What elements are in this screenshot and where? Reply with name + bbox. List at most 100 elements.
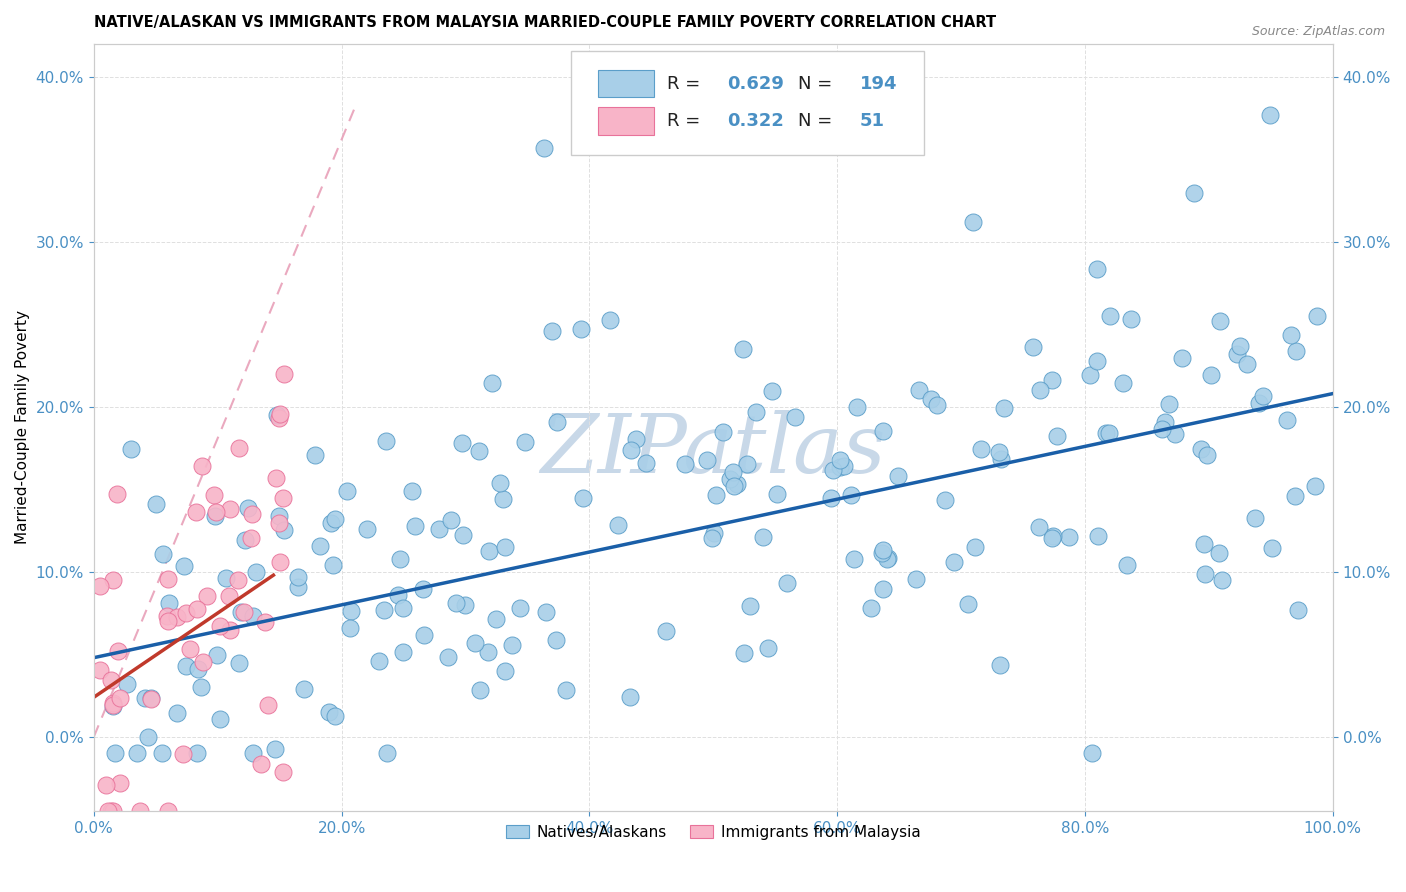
Point	[103, 698, 125, 713]
Point	[215, 571, 238, 585]
Point	[242, 609, 264, 624]
Point	[607, 517, 630, 532]
Point	[387, 588, 409, 602]
Point	[166, 706, 188, 720]
Point	[488, 475, 510, 490]
Point	[108, 691, 131, 706]
Point	[103, 696, 125, 710]
Text: 0.322: 0.322	[727, 112, 783, 130]
Point	[704, 488, 727, 502]
Point	[877, 551, 900, 566]
Point	[128, 804, 150, 818]
Point	[186, 602, 208, 616]
Point	[908, 383, 931, 397]
Point	[872, 543, 894, 558]
Point	[1194, 567, 1216, 582]
Point	[620, 443, 643, 458]
Point	[190, 680, 212, 694]
Point	[842, 552, 865, 566]
Point	[1211, 573, 1233, 587]
Point	[150, 747, 173, 761]
Point	[273, 367, 295, 381]
Point	[1059, 530, 1081, 544]
Point	[412, 582, 434, 596]
Point	[226, 573, 249, 587]
Point	[700, 531, 723, 545]
Point	[872, 582, 894, 596]
Point	[115, 677, 138, 691]
Point	[292, 681, 315, 696]
Point	[219, 623, 242, 637]
Point	[1157, 397, 1180, 411]
Text: N =: N =	[797, 112, 838, 130]
Point	[218, 590, 240, 604]
Point	[267, 516, 290, 530]
FancyBboxPatch shape	[598, 107, 654, 135]
Legend: Natives/Alaskans, Immigrants from Malaysia: Natives/Alaskans, Immigrants from Malays…	[501, 819, 927, 846]
Point	[254, 615, 277, 630]
Point	[1236, 357, 1258, 371]
Point	[841, 488, 863, 502]
Point	[208, 619, 231, 633]
Point	[725, 477, 748, 491]
Point	[927, 398, 949, 412]
Point	[263, 742, 285, 756]
Point	[546, 415, 568, 429]
Point	[988, 445, 1011, 459]
Point	[904, 572, 927, 586]
Text: 0.629: 0.629	[727, 75, 783, 93]
Point	[464, 636, 486, 650]
Point	[271, 491, 294, 505]
Point	[990, 657, 1012, 672]
Point	[1116, 558, 1139, 573]
Point	[752, 530, 775, 544]
Point	[886, 469, 908, 483]
Text: 51: 51	[859, 112, 884, 130]
Point	[412, 628, 434, 642]
Point	[859, 600, 882, 615]
Point	[1284, 489, 1306, 503]
Point	[1286, 603, 1309, 617]
Point	[134, 690, 156, 705]
Point	[250, 757, 273, 772]
Point	[554, 682, 576, 697]
Point	[820, 491, 842, 506]
Point	[108, 776, 131, 790]
Point	[481, 376, 503, 391]
Point	[1251, 389, 1274, 403]
Point	[238, 500, 260, 515]
Point	[1085, 261, 1108, 276]
Point	[1258, 108, 1281, 122]
Point	[309, 539, 332, 553]
Point	[993, 401, 1015, 415]
Point	[266, 408, 288, 422]
Point	[624, 432, 647, 446]
Text: R =: R =	[668, 75, 706, 93]
FancyBboxPatch shape	[571, 52, 924, 155]
Point	[1208, 546, 1230, 560]
Point	[186, 747, 208, 761]
Point	[1229, 339, 1251, 353]
Point	[544, 633, 567, 648]
Point	[120, 442, 142, 457]
Point	[191, 458, 214, 473]
Point	[783, 409, 806, 424]
Point	[761, 384, 783, 399]
Point	[138, 730, 160, 744]
Point	[1046, 429, 1069, 443]
Point	[374, 434, 396, 448]
Point	[776, 575, 799, 590]
Point	[745, 405, 768, 419]
Point	[1247, 396, 1270, 410]
Point	[738, 599, 761, 613]
Y-axis label: Married-Couple Family Poverty: Married-Couple Family Poverty	[15, 310, 30, 544]
Point	[321, 516, 343, 530]
Point	[477, 645, 499, 659]
Point	[756, 640, 779, 655]
Point	[157, 614, 180, 628]
Point	[1029, 384, 1052, 398]
Point	[534, 605, 557, 619]
Point	[156, 804, 179, 818]
Point	[323, 709, 346, 723]
Point	[1028, 520, 1050, 534]
